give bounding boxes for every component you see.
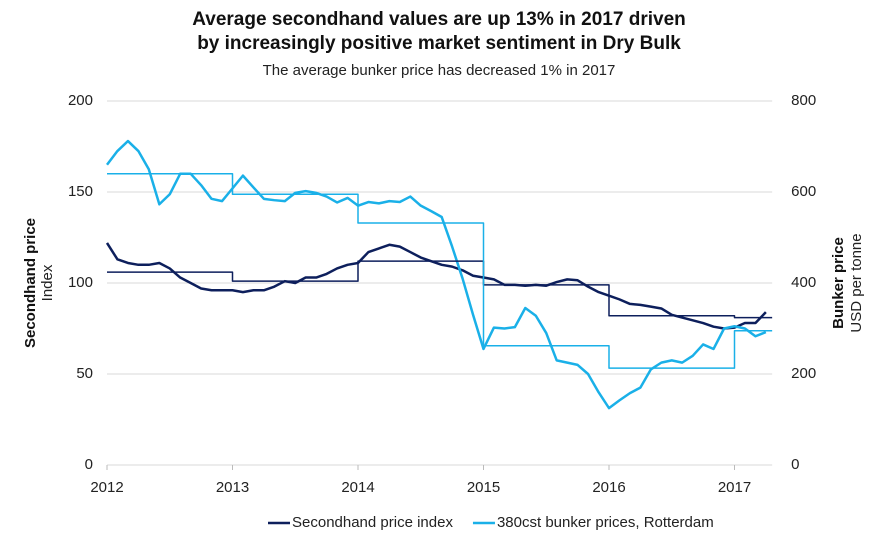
y2-tick-label: 600: [791, 183, 816, 200]
y-tick-label: 0: [85, 456, 93, 473]
y-axis-unit: Index: [39, 264, 56, 301]
y-tick-label: 50: [76, 365, 93, 382]
y2-tick-label: 200: [791, 365, 816, 382]
chart-title: by increasingly positive market sentimen…: [197, 33, 681, 54]
y-tick-label: 200: [68, 92, 93, 109]
y2-axis-unit: USD per tonne: [848, 233, 865, 332]
y2-tick-label: 0: [791, 456, 799, 473]
x-tick-label: 2015: [467, 479, 500, 496]
x-tick-label: 2013: [216, 479, 249, 496]
x-tick-label: 2012: [90, 479, 123, 496]
y-tick-label: 100: [68, 274, 93, 291]
chart-title: Average secondhand values are up 13% in …: [192, 9, 686, 30]
y2-tick-label: 400: [791, 274, 816, 291]
x-tick-label: 2017: [718, 479, 751, 496]
y-tick-label: 150: [68, 183, 93, 200]
data-line: [105, 242, 767, 330]
data-line: [106, 139, 767, 410]
average-line: [107, 173, 773, 369]
y2-axis-title: Bunker price: [830, 237, 847, 329]
y2-tick-label: 800: [791, 92, 816, 109]
y-axis-title: Secondhand price: [22, 218, 39, 348]
chart-subtitle: The average bunker price has decreased 1…: [263, 62, 616, 79]
x-tick-label: 2016: [592, 479, 625, 496]
legend-label: Secondhand price index: [292, 514, 453, 531]
legend-label: 380cst bunker prices, Rotterdam: [497, 514, 714, 531]
x-tick-label: 2014: [341, 479, 374, 496]
